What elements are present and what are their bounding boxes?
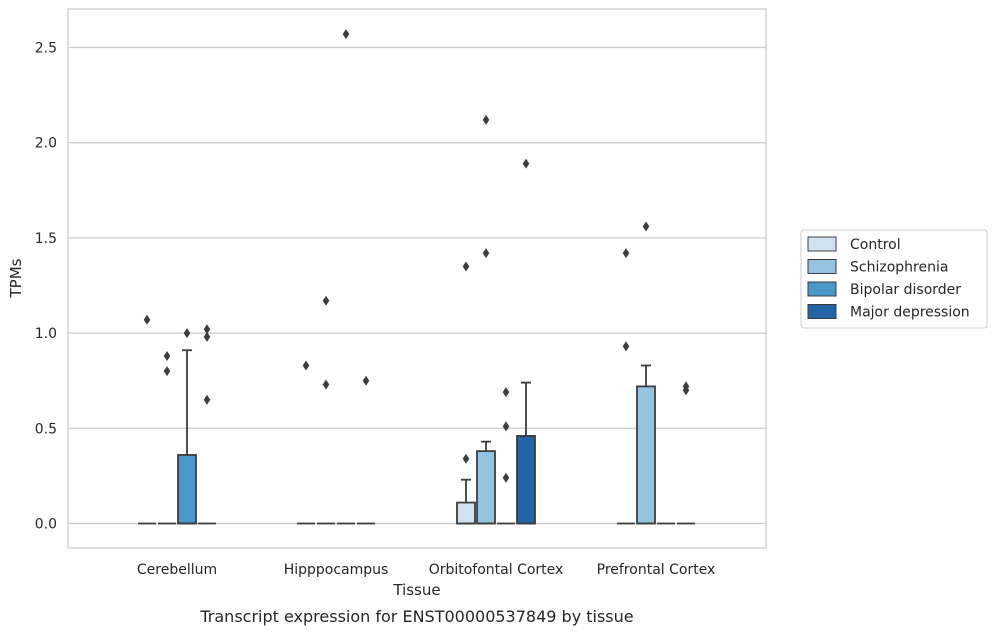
legend-label: Control xyxy=(850,237,901,253)
outlier-point xyxy=(203,324,211,335)
y-tick-label: 2.5 xyxy=(35,41,57,57)
legend-label: Bipolar disorder xyxy=(850,282,961,298)
chart-caption: Transcript expression for ENST0000053784… xyxy=(199,607,633,626)
x-axis-label: Tissue xyxy=(392,581,440,599)
legend-label: Major depression xyxy=(850,305,970,321)
y-tick-label: 0.0 xyxy=(35,517,57,533)
box xyxy=(476,450,496,525)
outlier-point xyxy=(482,248,490,259)
y-tick-label: 1.0 xyxy=(35,326,57,342)
outlier-point xyxy=(502,387,510,398)
box xyxy=(177,454,197,525)
outlier-point xyxy=(322,379,330,390)
outlier-point xyxy=(682,381,690,392)
outlier-point xyxy=(203,331,211,342)
x-tick-label: Hipppocampus xyxy=(284,562,389,578)
outlier-point xyxy=(482,114,490,125)
outlier-point xyxy=(502,421,510,432)
box xyxy=(636,385,656,525)
outlier-point xyxy=(642,221,650,232)
outlier-point xyxy=(143,314,151,325)
outlier-point xyxy=(502,472,510,483)
outlier-point xyxy=(302,360,310,371)
outlier-point xyxy=(203,394,211,405)
y-axis-label: TPMs xyxy=(7,258,25,298)
outlier-point xyxy=(163,366,171,377)
x-axis-ticks: Cerebellum Hipppocampus Orbitofontal Corte… xyxy=(137,562,715,578)
y-axis-ticks: 0.0 0.5 1.0 1.5 2.0 2.5 xyxy=(35,41,57,533)
outlier-point xyxy=(362,375,370,386)
plot-frame xyxy=(67,8,767,549)
outlier-point xyxy=(163,350,171,361)
y-tick-label: 0.5 xyxy=(35,421,57,437)
legend-swatch xyxy=(807,304,837,319)
outlier-point xyxy=(522,158,530,169)
gridlines xyxy=(68,46,766,525)
legend-label: Schizophrenia xyxy=(850,260,948,276)
legend-frame xyxy=(800,229,988,329)
plot-marks xyxy=(138,29,695,525)
outlier-point xyxy=(462,261,470,272)
legend: Control Schizophrenia Bipolar disorder Majo… xyxy=(800,229,988,329)
outlier-point xyxy=(622,248,630,259)
legend-swatch xyxy=(807,259,837,274)
outlier-point xyxy=(462,453,470,464)
y-tick-label: 1.5 xyxy=(35,231,57,247)
outlier-point xyxy=(183,328,191,339)
outlier-point xyxy=(322,295,330,306)
x-tick-label: Prefrontal Cortex xyxy=(597,562,716,578)
outlier-point xyxy=(342,29,350,40)
x-tick-label: Orbitofontal Cortex xyxy=(429,562,564,578)
legend-swatch xyxy=(807,281,837,297)
y-tick-label: 2.0 xyxy=(35,136,57,152)
legend-swatch xyxy=(807,236,837,252)
x-tick-label: Cerebellum xyxy=(137,562,217,578)
box xyxy=(516,435,536,525)
outlier-point xyxy=(622,341,630,352)
box xyxy=(456,501,476,525)
